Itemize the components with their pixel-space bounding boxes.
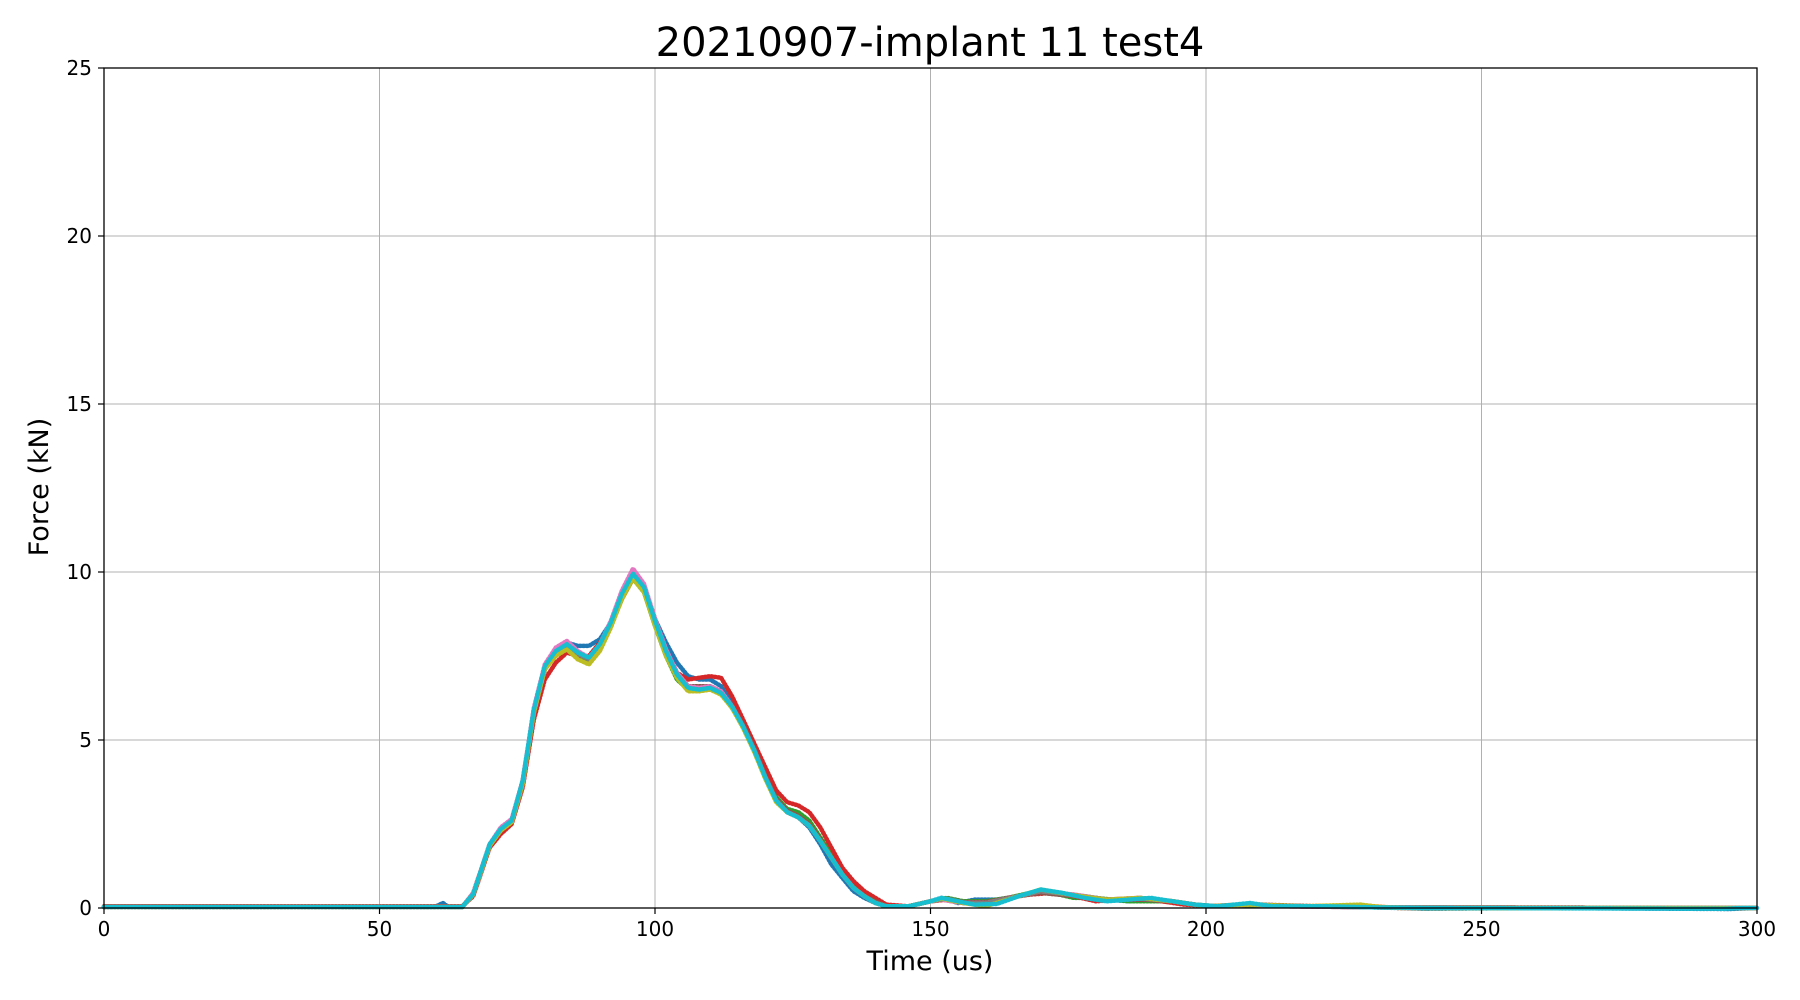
axis-ticks: 0 50 100 150 200 250 300 0 5 10 15 20 25 (67, 56, 1777, 941)
series-group (101, 566, 1760, 912)
y-tick-label: 20 (67, 224, 92, 248)
y-tick-label: 25 (67, 56, 92, 80)
x-tick-label: 150 (911, 917, 949, 941)
y-tick-label: 5 (79, 728, 92, 752)
x-tick-label: 200 (1187, 917, 1225, 941)
x-tick-label: 100 (636, 917, 674, 941)
x-tick-label: 300 (1738, 917, 1776, 941)
y-tick-label: 10 (67, 560, 92, 584)
chart-title: 20210907-implant 11 test4 (656, 20, 1205, 66)
series-line-10 (101, 571, 1760, 911)
x-tick-label: 0 (98, 917, 111, 941)
y-axis-title: Force (kN) (24, 418, 55, 557)
y-tick-label: 0 (79, 896, 92, 920)
x-tick-label: 250 (1462, 917, 1500, 941)
x-tick-label: 50 (367, 917, 392, 941)
x-axis-title: Time (us) (866, 946, 994, 977)
y-tick-label: 15 (67, 392, 92, 416)
